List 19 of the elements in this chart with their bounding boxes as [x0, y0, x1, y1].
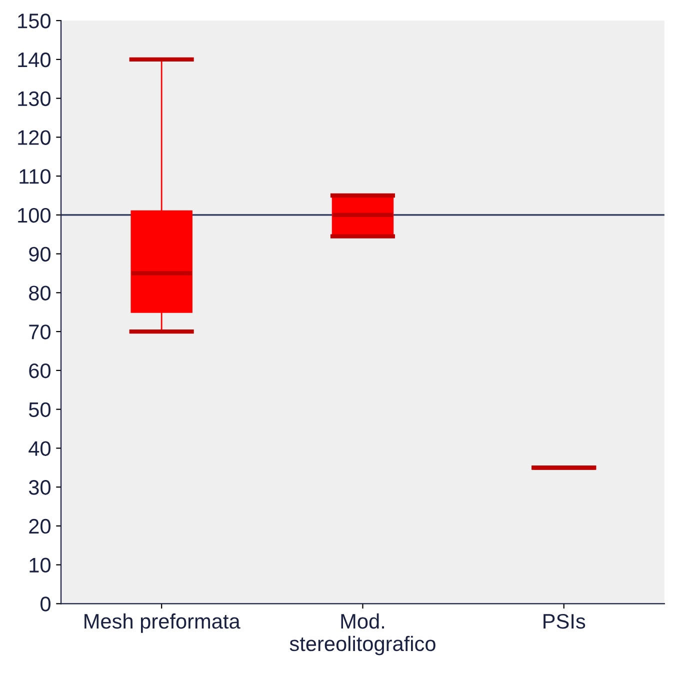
- y-tick-label: 70: [29, 324, 50, 340]
- y-tick-label: 0: [40, 596, 50, 612]
- y-tick-label: 80: [29, 286, 50, 300]
- y-tick-label: 100: [18, 208, 50, 223]
- x-tick-label: Mod. stereolitografico: [290, 613, 436, 656]
- y-tick-label: 10: [30, 558, 50, 573]
- y-tick-label: 30: [28, 480, 50, 495]
- y-tick-label: 150: [18, 14, 50, 28]
- y-tick-label: 20: [29, 518, 50, 534]
- x-tick-label: PSIs: [544, 614, 586, 629]
- y-tick-label: 60: [29, 363, 50, 378]
- y-tick-label: 130: [18, 91, 50, 106]
- x-tick-label: Mesh preformata: [84, 613, 240, 633]
- y-tick-label: 40: [28, 441, 50, 456]
- y-tick-label: 140: [18, 52, 50, 68]
- y-tick-label: 50: [28, 402, 50, 418]
- y-tick-label: 120: [18, 130, 50, 145]
- y-tick-label: 90: [29, 246, 50, 262]
- y-tick-label: 110: [20, 169, 50, 184]
